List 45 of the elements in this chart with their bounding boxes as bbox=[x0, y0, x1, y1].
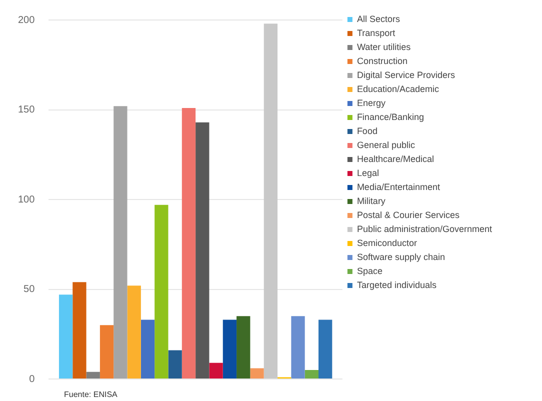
bar bbox=[236, 316, 250, 378]
legend-label: Energy bbox=[356, 98, 386, 108]
legend-label: Food bbox=[356, 126, 378, 136]
bar bbox=[196, 122, 210, 378]
legend-label: Software supply chain bbox=[356, 252, 445, 262]
y-tick-label: 50 bbox=[24, 284, 36, 295]
legend-label: Transport bbox=[356, 28, 396, 38]
bar bbox=[168, 350, 182, 378]
bar bbox=[304, 370, 318, 378]
bar bbox=[222, 320, 237, 378]
legend-label: Education/Academic bbox=[356, 84, 440, 94]
legend-label: Healthcare/Medical bbox=[356, 154, 434, 164]
legend-label: Public administration/Government bbox=[356, 224, 492, 234]
bar bbox=[182, 108, 196, 378]
bar bbox=[86, 372, 100, 378]
y-tick-label: 150 bbox=[18, 104, 36, 116]
y-tick-label: 0 bbox=[29, 374, 36, 385]
bar bbox=[264, 24, 278, 378]
legend-label: Construction bbox=[356, 56, 408, 66]
legend-label: All Sectors bbox=[356, 14, 400, 24]
bar bbox=[100, 325, 114, 378]
bar bbox=[127, 286, 141, 378]
legend-label: Semiconductor bbox=[356, 238, 417, 248]
legend-label: Water utilities bbox=[356, 42, 412, 52]
bar bbox=[250, 368, 264, 378]
source-note: Fuente: ENISA bbox=[64, 390, 118, 400]
bar bbox=[291, 316, 305, 378]
legend-label: General public bbox=[356, 140, 416, 150]
legend-label: Military bbox=[356, 196, 386, 206]
bar bbox=[209, 362, 223, 378]
y-tick-label: 100 bbox=[18, 194, 36, 206]
y-tick-label: 200 bbox=[18, 14, 36, 26]
bar bbox=[58, 294, 73, 378]
legend-label: Postal & Courier Services bbox=[356, 210, 460, 220]
legend-label: Legal bbox=[356, 168, 379, 178]
bar bbox=[114, 106, 128, 378]
legend-label: Space bbox=[356, 266, 382, 276]
legend-label: Finance/Banking bbox=[356, 112, 424, 122]
bar bbox=[72, 282, 86, 378]
legend-label: Targeted individuals bbox=[356, 280, 437, 290]
bar bbox=[140, 320, 155, 378]
legend-label: Media/Entertainment bbox=[356, 182, 440, 192]
bar bbox=[318, 320, 332, 378]
legend-label: Digital Service Providers bbox=[356, 70, 456, 80]
bar bbox=[154, 204, 168, 378]
